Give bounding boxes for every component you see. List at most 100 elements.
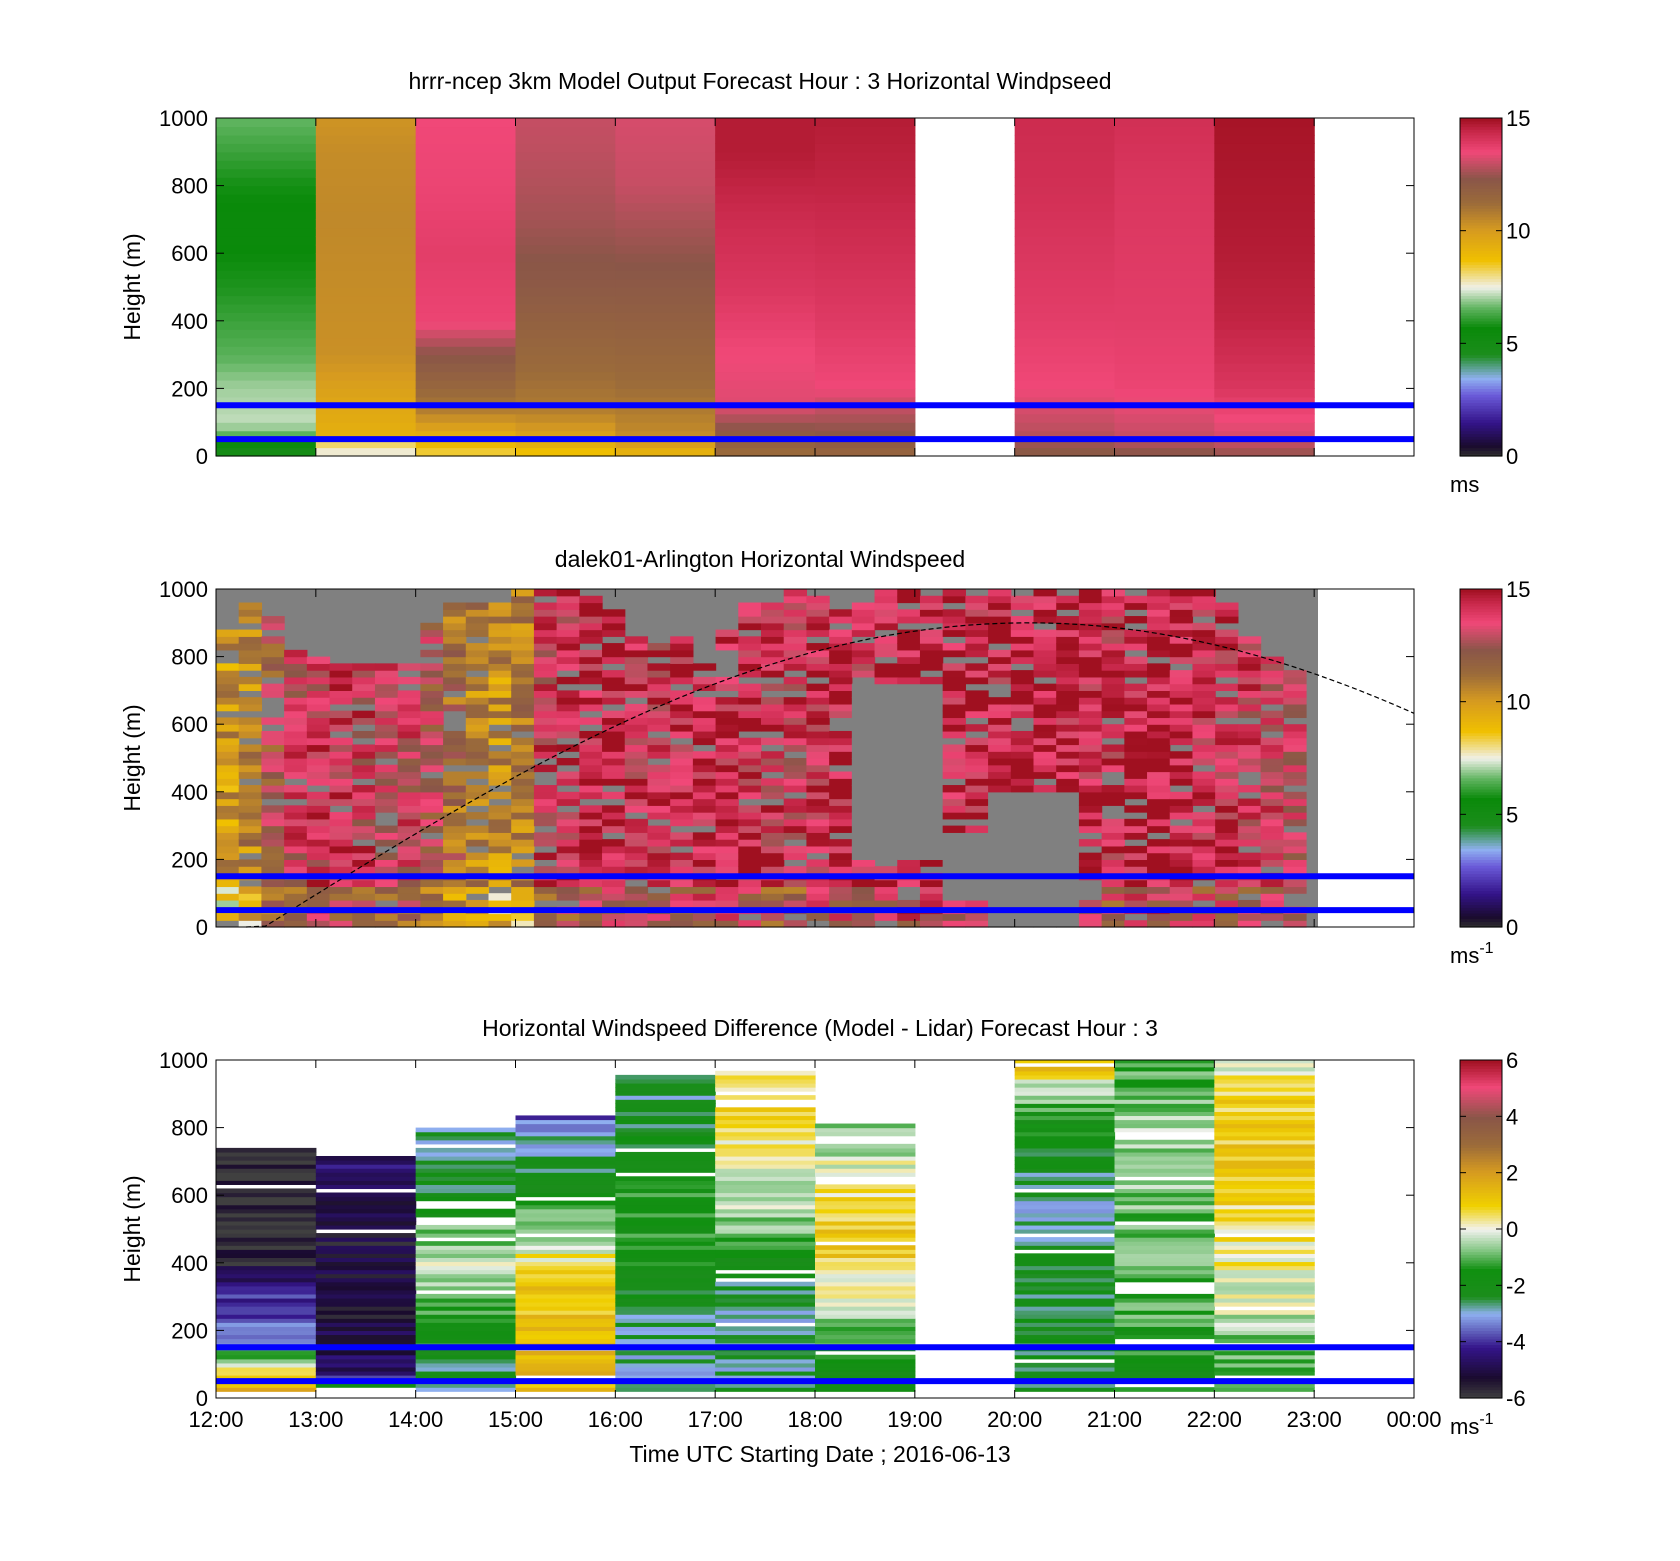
heatmap-cell xyxy=(670,791,694,800)
heatmap-cell xyxy=(761,893,785,901)
heatmap-cell xyxy=(1169,879,1194,888)
heatmap-cell xyxy=(1260,697,1284,705)
heatmap-cell xyxy=(1101,879,1125,888)
heatmap-cell xyxy=(556,825,580,833)
heatmap-cell xyxy=(942,649,966,658)
heatmap-cell xyxy=(1124,683,1148,691)
heatmap-cell xyxy=(443,670,467,678)
heatmap-cell xyxy=(315,1237,417,1242)
heatmap-cell xyxy=(1014,1078,1116,1084)
heatmap-cell xyxy=(465,744,490,752)
colorbar-step xyxy=(1460,884,1502,889)
heatmap-cell xyxy=(806,879,830,888)
heatmap-cell xyxy=(1114,1265,1215,1271)
heatmap-cell xyxy=(615,151,716,161)
heatmap-cell xyxy=(874,812,898,820)
heatmap-cell xyxy=(329,818,353,827)
colorbar-step xyxy=(1460,261,1502,266)
heatmap-cell xyxy=(415,194,517,204)
heatmap-cell xyxy=(1114,177,1215,187)
heatmap-cell xyxy=(1010,839,1035,847)
heatmap-cell xyxy=(1260,663,1284,671)
heatmap-cell xyxy=(315,1208,417,1214)
heatmap-cell xyxy=(515,388,616,398)
heatmap-cell xyxy=(261,690,285,698)
heatmap-cell xyxy=(1169,656,1194,664)
heatmap-cell xyxy=(1114,1078,1215,1084)
heatmap-cell xyxy=(284,751,308,759)
heatmap-cell xyxy=(216,1354,317,1360)
heatmap-cell xyxy=(715,303,816,313)
heatmap-cell xyxy=(352,825,376,833)
heatmap-cell xyxy=(715,261,816,271)
heatmap-cell xyxy=(465,656,490,664)
heatmap-cell xyxy=(829,744,853,752)
heatmap-cell xyxy=(1033,744,1057,752)
heatmap-cell xyxy=(615,430,716,440)
heatmap-cell xyxy=(1192,893,1216,901)
heatmap-cell xyxy=(715,643,739,651)
heatmap-cell xyxy=(851,886,876,894)
heatmap-cell xyxy=(1056,785,1080,793)
colorbar-tick-label: 0 xyxy=(1506,915,1518,940)
heatmap-cell xyxy=(1147,670,1171,678)
heatmap-cell xyxy=(261,622,285,631)
heatmap-cell xyxy=(1147,764,1171,773)
heatmap-cell xyxy=(897,649,921,658)
heatmap-cell xyxy=(315,253,417,263)
heatmap-cell xyxy=(647,710,671,719)
heatmap-cell xyxy=(851,879,876,888)
heatmap-cell xyxy=(602,690,626,698)
heatmap-cell xyxy=(216,663,240,671)
heatmap-cell xyxy=(556,758,580,766)
heatmap-cell xyxy=(1214,1208,1315,1214)
colorbar-step xyxy=(1460,1119,1502,1123)
colorbar-step xyxy=(1460,185,1502,190)
heatmap-cell xyxy=(1215,778,1239,786)
heatmap-cell xyxy=(815,354,916,364)
heatmap-cell xyxy=(715,832,739,840)
heatmap-cell xyxy=(352,812,376,820)
heatmap-cell xyxy=(988,866,1012,874)
heatmap-cell xyxy=(1214,1119,1315,1125)
heatmap-cell xyxy=(851,825,876,833)
colorbar-step xyxy=(1460,241,1502,246)
heatmap-cell xyxy=(1033,602,1057,610)
colorbar-step xyxy=(1460,794,1502,799)
heatmap-cell xyxy=(1101,744,1125,752)
heatmap-cell xyxy=(488,622,512,631)
heatmap-cell xyxy=(1214,1164,1315,1169)
heatmap-cell xyxy=(965,839,989,847)
heatmap-cell xyxy=(761,622,785,631)
heatmap-cell xyxy=(615,210,716,220)
y-tick-label: 400 xyxy=(171,780,208,805)
heatmap-cell xyxy=(216,1249,317,1254)
heatmap-cell xyxy=(615,1216,716,1222)
heatmap-cell xyxy=(1101,913,1125,921)
heatmap-cell xyxy=(1147,778,1171,786)
heatmap-cell xyxy=(315,1269,417,1275)
heatmap-cell xyxy=(761,629,785,637)
heatmap-cell xyxy=(1237,818,1262,827)
heatmap-cell xyxy=(738,778,762,786)
heatmap-cell xyxy=(783,710,808,719)
heatmap-cell xyxy=(216,295,317,305)
heatmap-cell xyxy=(556,616,580,624)
heatmap-cell xyxy=(1010,656,1035,664)
heatmap-cell xyxy=(533,886,558,894)
colorbar-step xyxy=(1460,143,1502,147)
heatmap-cell xyxy=(352,886,376,894)
heatmap-cell xyxy=(715,177,816,187)
colorbar-step xyxy=(1460,735,1502,739)
heatmap-cell xyxy=(783,879,808,888)
colorbar-step xyxy=(1460,1164,1502,1168)
heatmap-cell xyxy=(988,791,1012,800)
heatmap-cell xyxy=(815,1326,916,1331)
heatmap-cell xyxy=(815,1168,916,1173)
heatmap-cell xyxy=(624,656,649,664)
x-tick-label: 20:00 xyxy=(987,1407,1042,1432)
heatmap-cell xyxy=(1214,143,1315,153)
colorbar-step xyxy=(1460,898,1502,903)
colorbar-step xyxy=(1460,1214,1502,1219)
